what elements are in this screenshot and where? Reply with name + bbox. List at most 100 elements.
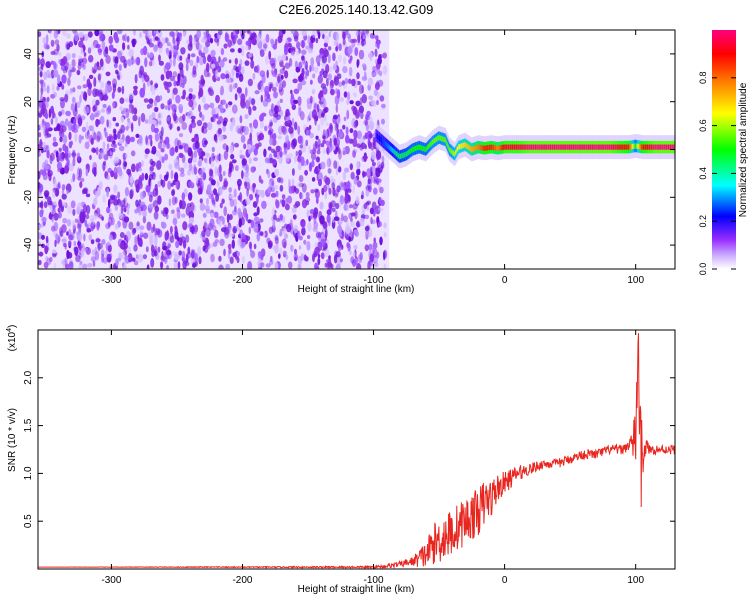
noise-speck: [108, 35, 113, 45]
noise-speck: [352, 203, 358, 210]
noise-speck: [298, 175, 304, 183]
noise-speck: [61, 188, 65, 196]
noise-speck: [352, 150, 356, 158]
noise-speck: [310, 57, 315, 67]
noise-speck: [207, 122, 213, 131]
noise-speck: [190, 53, 196, 58]
noise-speck: [117, 30, 123, 35]
noise-speck: [211, 179, 216, 186]
noise-speck: [89, 155, 92, 160]
x-tick-label: 100: [627, 575, 644, 586]
noise-speck: [70, 88, 73, 93]
noise-speck: [89, 134, 94, 144]
noise-speck: [73, 240, 77, 247]
noise-speck: [76, 85, 82, 90]
noise-speck: [209, 218, 215, 228]
noise-speck: [177, 261, 181, 269]
noise-speck: [296, 41, 301, 49]
noise-speck: [165, 213, 169, 220]
noise-speck: [315, 37, 319, 44]
noise-speck: [253, 157, 258, 162]
noise-speck: [269, 83, 273, 89]
noise-speck: [210, 243, 214, 248]
noise-speck: [125, 126, 129, 131]
noise-speck: [129, 188, 135, 198]
noise-speck: [293, 155, 298, 163]
noise-speck: [140, 112, 146, 123]
noise-speck: [320, 238, 326, 247]
noise-speck: [282, 126, 287, 135]
noise-speck: [45, 122, 51, 129]
noise-speck: [358, 105, 364, 114]
noise-speck: [358, 49, 365, 60]
noise-speck: [113, 184, 118, 194]
noise-speck: [86, 228, 92, 233]
noise-speck: [92, 260, 96, 267]
noise-speck: [250, 124, 253, 134]
noise-speck: [375, 35, 379, 41]
noise-speck: [114, 185, 118, 191]
noise-speck: [230, 153, 235, 160]
noise-speck: [327, 73, 332, 81]
noise-speck: [72, 158, 76, 167]
noise-speck: [237, 47, 242, 54]
noise-speck: [122, 264, 127, 269]
noise-speck: [48, 214, 53, 220]
noise-speck: [122, 160, 127, 170]
noise-speck: [266, 69, 269, 79]
noise-speck: [342, 31, 346, 40]
noise-speck: [215, 193, 220, 202]
noise-speck: [235, 165, 239, 172]
noise-speck: [308, 145, 311, 154]
noise-speck: [179, 32, 182, 42]
noise-speck: [71, 124, 75, 133]
noise-speck: [46, 257, 52, 265]
noise-speck: [133, 30, 136, 36]
noise-speck: [296, 230, 301, 239]
noise-speck: [307, 221, 312, 232]
noise-speck: [279, 184, 284, 192]
noise-speck: [310, 189, 315, 194]
noise-speck: [192, 156, 197, 163]
noise-speck: [278, 81, 282, 90]
noise-speck: [305, 192, 310, 198]
noise-speck: [116, 50, 122, 60]
noise-speck: [264, 125, 268, 132]
noise-speck: [320, 143, 325, 148]
noise-speck: [376, 99, 379, 106]
noise-speck: [142, 215, 147, 224]
noise-speck: [298, 107, 302, 117]
noise-speck: [40, 107, 46, 115]
noise-speck: [214, 106, 220, 116]
noise-speck: [150, 226, 155, 234]
noise-speck: [309, 65, 312, 73]
noise-speck: [179, 77, 183, 88]
noise-speck: [257, 134, 261, 142]
noise-speck: [136, 221, 140, 227]
noise-speck: [45, 235, 49, 244]
noise-speck: [379, 95, 385, 102]
noise-speck: [146, 264, 150, 269]
noise-speck: [250, 59, 255, 69]
noise-speck: [306, 129, 309, 136]
noise-speck: [70, 103, 75, 112]
noise-speck: [107, 221, 111, 228]
noise-speck: [236, 256, 240, 264]
noise-speck: [280, 177, 284, 184]
noise-speck: [141, 160, 144, 168]
noise-speck: [53, 212, 59, 221]
noise-speck: [169, 75, 176, 82]
noise-speck: [92, 88, 98, 98]
noise-speck: [221, 198, 225, 204]
noise-speck: [365, 33, 370, 38]
noise-speck: [41, 234, 45, 240]
noise-speck: [64, 118, 69, 127]
noise-speck: [273, 159, 277, 165]
noise-speck: [46, 96, 50, 102]
noise-speck: [244, 99, 251, 110]
noise-speck: [301, 55, 305, 61]
noise-speck: [151, 89, 156, 96]
noise-speck: [59, 124, 64, 135]
noise-speck: [93, 132, 97, 141]
noise-speck: [327, 46, 332, 51]
